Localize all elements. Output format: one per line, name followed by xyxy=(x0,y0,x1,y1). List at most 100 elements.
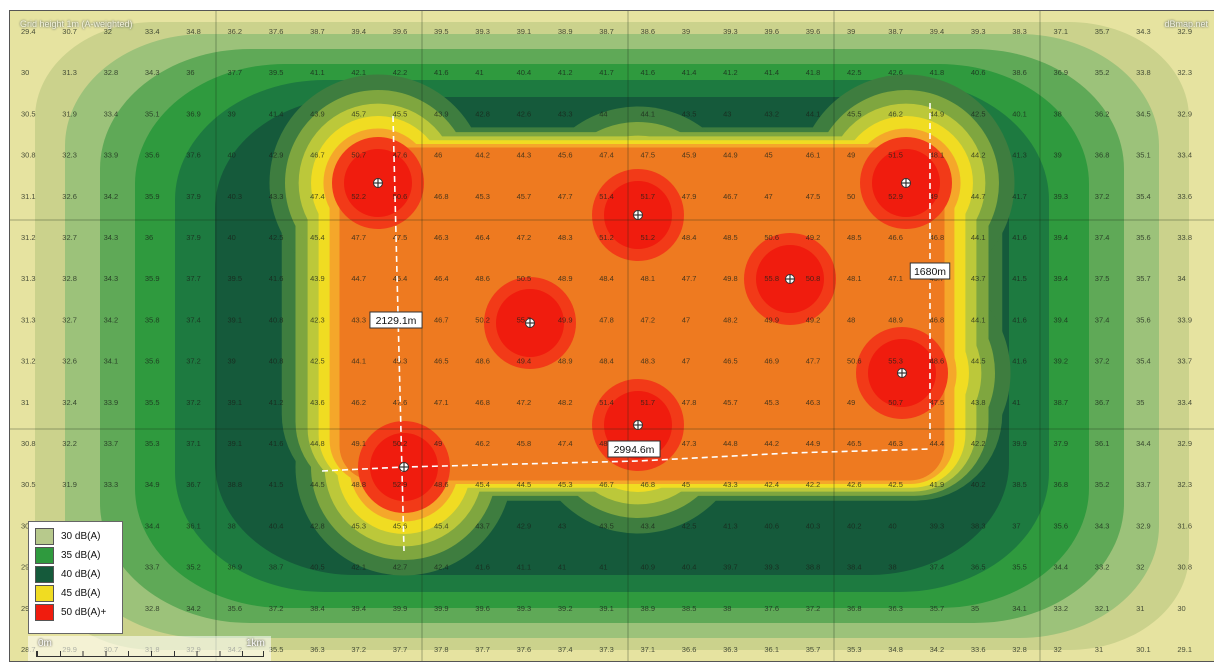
grid-value: 45.4 xyxy=(475,480,490,489)
map-title: Grid height 1m (A-weighted) xyxy=(20,19,133,29)
grid-value: 34.4 xyxy=(1136,439,1151,448)
grid-value: 46.2 xyxy=(351,398,366,407)
grid-value: 48.6 xyxy=(434,480,449,489)
source-marker-icon[interactable] xyxy=(525,318,535,328)
grid-value: 36.9 xyxy=(186,109,201,118)
grid-value: 45.5 xyxy=(847,109,862,118)
grid-value: 41 xyxy=(599,563,607,572)
source-marker-icon[interactable] xyxy=(633,210,643,220)
grid-value: 37.7 xyxy=(228,68,243,77)
grid-value: 43.3 xyxy=(723,480,738,489)
grid-value: 43.8 xyxy=(971,398,986,407)
grid-value: 38.5 xyxy=(1012,480,1027,489)
grid-value: 34.5 xyxy=(1136,109,1151,118)
grid-value: 46.5 xyxy=(434,357,449,366)
grid-value: 38.5 xyxy=(682,604,697,613)
grid-value: 45.5 xyxy=(393,109,408,118)
grid-value: 35.6 xyxy=(1136,233,1151,242)
legend-label: 45 dB(A) xyxy=(61,588,101,599)
grid-value: 39.2 xyxy=(558,604,573,613)
grid-value: 35.7 xyxy=(1095,27,1110,36)
grid-value: 50.7 xyxy=(351,151,366,160)
noise-map[interactable]: 29.4 30.7 32 33.4 34.8 36.2 37.6 38.7 39.4 39.6 39… xyxy=(9,10,1214,662)
grid-value: 39.5 xyxy=(228,274,243,283)
source-marker-icon[interactable] xyxy=(633,420,643,430)
source-marker-icon[interactable] xyxy=(399,462,409,472)
grid-value: 41.2 xyxy=(269,398,284,407)
grid-value: 36.2 xyxy=(228,27,243,36)
grid-value: 48.5 xyxy=(847,233,862,242)
grid-value: 48.9 xyxy=(558,357,573,366)
grid-value: 33.6 xyxy=(971,645,986,654)
grid-value: 44.3 xyxy=(517,151,532,160)
grid-value: 50 xyxy=(847,192,855,201)
grid-value: 34.4 xyxy=(145,521,160,530)
grid-value: 44.5 xyxy=(971,357,986,366)
grid-value: 44.2 xyxy=(475,151,490,160)
grid-value: 32.3 xyxy=(1177,480,1192,489)
grid-value: 38.6 xyxy=(1012,68,1027,77)
grid-value: 39.2 xyxy=(1054,357,1069,366)
source-marker-icon[interactable] xyxy=(373,178,383,188)
grid-value: 43.5 xyxy=(682,109,697,118)
grid-value: 38.7 xyxy=(599,27,614,36)
grid-value: 39.1 xyxy=(228,439,243,448)
grid-value: 31.6 xyxy=(1177,521,1192,530)
grid-value: 36.5 xyxy=(971,563,986,572)
grid-value: 37.7 xyxy=(393,645,408,654)
legend-label: 40 dB(A) xyxy=(61,569,101,580)
grid-value: 38.7 xyxy=(269,563,284,572)
grid-value: 31 xyxy=(21,398,29,407)
grid-value: 43.5 xyxy=(599,521,614,530)
grid-value: 42.5 xyxy=(971,109,986,118)
grid-value: 35.9 xyxy=(145,192,160,201)
grid-value: 30.8 xyxy=(1177,563,1192,572)
noise-contour-map: 29.4 30.7 32 33.4 34.8 36.2 37.6 38.7 39.4 39.6 39… xyxy=(10,11,1214,661)
grid-value: 37.6 xyxy=(517,645,532,654)
grid-value: 42.2 xyxy=(393,68,408,77)
grid-value: 35.1 xyxy=(145,109,160,118)
grid-value: 37.4 xyxy=(1095,233,1110,242)
grid-value: 42.6 xyxy=(517,109,532,118)
grid-value: 51.7 xyxy=(641,192,656,201)
grid-value: 44.5 xyxy=(517,480,532,489)
grid-value: 45 xyxy=(682,480,690,489)
grid-value: 51.7 xyxy=(641,398,656,407)
grid-value: 37.4 xyxy=(558,645,573,654)
grid-value: 43.7 xyxy=(475,521,490,530)
grid-value: 30.8 xyxy=(21,439,36,448)
source-marker-icon[interactable] xyxy=(785,274,795,284)
grid-value: 47.5 xyxy=(393,233,408,242)
grid-value: 46.7 xyxy=(723,192,738,201)
grid-value: 41.6 xyxy=(434,68,449,77)
grid-value: 42.6 xyxy=(847,480,862,489)
grid-value: 40 xyxy=(228,151,236,160)
grid-value: 49.9 xyxy=(764,315,779,324)
grid-value: 41.6 xyxy=(1012,233,1027,242)
grid-value: 43.3 xyxy=(351,315,366,324)
grid-value: 41.6 xyxy=(641,68,656,77)
grid-value: 41.2 xyxy=(558,68,573,77)
grid-value: 32.9 xyxy=(1177,109,1192,118)
grid-value: 35.6 xyxy=(1136,315,1151,324)
source-marker-icon[interactable] xyxy=(897,368,907,378)
grid-value: 48.1 xyxy=(847,274,862,283)
grid-value: 34.3 xyxy=(104,274,119,283)
grid-value: 33.7 xyxy=(1136,480,1151,489)
legend-swatch xyxy=(35,604,54,621)
map-credit[interactable]: dBmap.net xyxy=(1164,19,1208,29)
source-marker-icon[interactable] xyxy=(901,178,911,188)
grid-value: 47.5 xyxy=(806,192,821,201)
grid-value: 29.1 xyxy=(1177,645,1192,654)
grid-value: 44.2 xyxy=(764,439,779,448)
grid-value: 41.7 xyxy=(1012,192,1027,201)
grid-value: 46.7 xyxy=(310,151,325,160)
grid-value: 44.8 xyxy=(310,439,325,448)
grid-value: 34.9 xyxy=(145,480,160,489)
grid-value: 36.7 xyxy=(186,480,201,489)
grid-value: 32.2 xyxy=(62,439,77,448)
grid-value: 32.9 xyxy=(1177,439,1192,448)
grid-value: 41.6 xyxy=(1012,315,1027,324)
grid-value: 47.3 xyxy=(682,439,697,448)
grid-value: 39 xyxy=(228,109,236,118)
